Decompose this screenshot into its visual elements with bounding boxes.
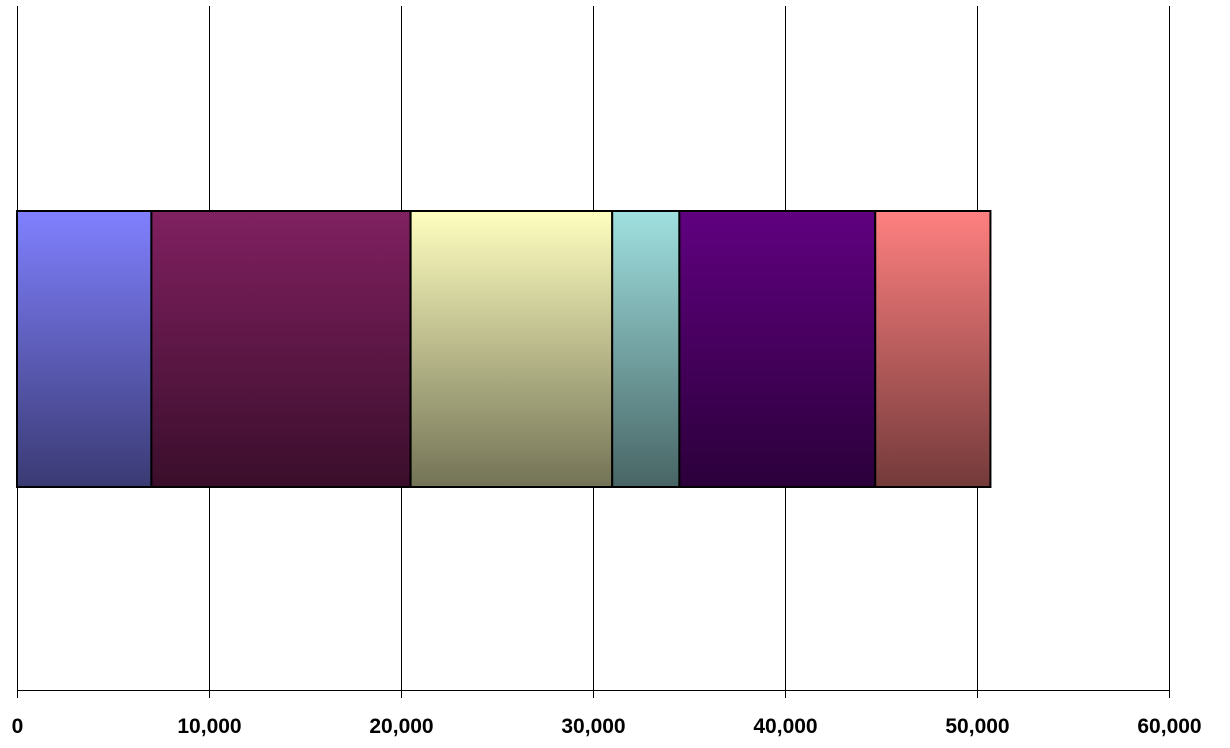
bar-segment-4 [611,210,681,488]
bar-segment-5 [678,210,877,488]
x-tick-label: 40,000 [753,715,817,738]
bar-segment-3 [409,210,614,488]
bar-segment-6 [874,210,992,488]
x-tick-label: 50,000 [945,715,1009,738]
x-tick-label: 60,000 [1137,715,1201,738]
x-tick-label: 10,000 [177,715,241,738]
x-tick-label: 30,000 [561,715,625,738]
x-tick-labels: 0 10,000 20,000 30,000 40,000 50,000 60,000 [12,715,1202,738]
x-axis [17,6,1170,698]
x-tick-label: 20,000 [369,715,433,738]
x-tick-label: 0 [12,715,24,738]
bar-segments [16,210,992,488]
bar-segment-1 [16,210,153,488]
bar-segment-2 [150,210,412,488]
